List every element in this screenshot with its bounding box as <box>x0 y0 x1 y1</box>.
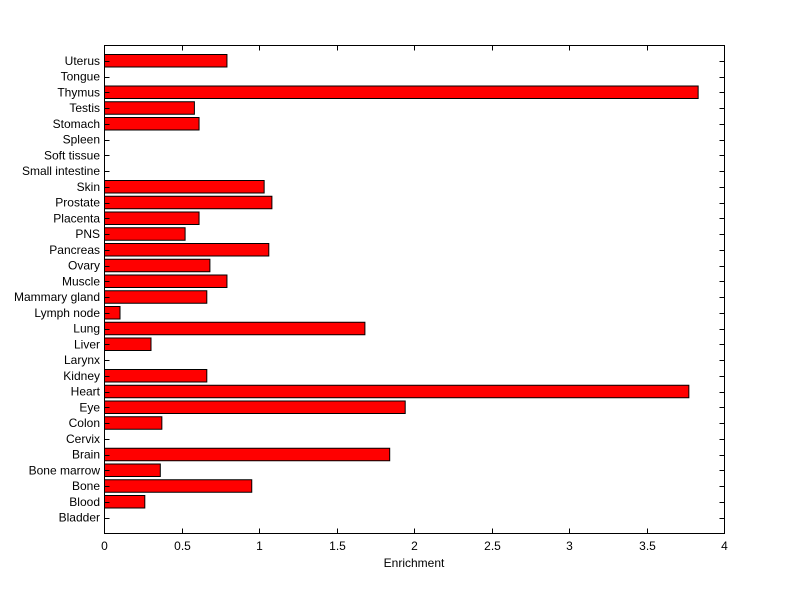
y-tick-label: Cervix <box>66 432 100 446</box>
y-tick-label: Thymus <box>57 85 100 99</box>
y-tick-label: Bone marrow <box>29 463 101 477</box>
y-tick-label: Stomach <box>53 117 100 131</box>
x-tick-label: 1.5 <box>329 539 346 553</box>
bar-thymus <box>104 85 699 99</box>
x-tick-label: 3 <box>566 539 573 553</box>
bar-mammary-gland <box>104 290 208 304</box>
x-tick-label: 0.5 <box>174 539 191 553</box>
y-tick-label: Kidney <box>63 369 100 383</box>
y-tick-label: Skin <box>77 180 100 194</box>
bar-kidney <box>104 369 208 383</box>
y-tick-label: Lung <box>73 322 100 336</box>
y-tick-label: Soft tissue <box>44 148 100 162</box>
y-tick-label: Prostate <box>55 196 100 210</box>
y-tick-label: PNS <box>75 227 100 241</box>
y-tick-label: Spleen <box>63 133 100 147</box>
bar-pns <box>104 227 186 241</box>
y-tick-label: Bladder <box>59 511 100 525</box>
bar-lymph-node <box>104 306 121 320</box>
y-tick-label: Mammary gland <box>14 290 100 304</box>
bar-ovary <box>104 258 211 273</box>
x-axis-label: Enrichment <box>384 556 445 570</box>
bar-pancreas <box>104 243 270 257</box>
bar-prostate <box>104 195 273 210</box>
y-tick-label: Larynx <box>64 353 100 367</box>
bars-group <box>104 54 699 509</box>
x-tick-label: 2.5 <box>484 539 501 553</box>
y-tick-label: Eye <box>79 400 100 414</box>
bar-testis <box>104 101 195 115</box>
bar-placenta <box>104 211 200 225</box>
bar-stomach <box>104 117 200 131</box>
y-tick-label: Uterus <box>65 54 100 68</box>
y-tick-label: Testis <box>69 101 100 115</box>
y-tick-label: Colon <box>69 416 100 430</box>
y-tick-label: Placenta <box>53 211 100 225</box>
x-tick-label: 3.5 <box>639 539 656 553</box>
bar-liver <box>104 337 152 351</box>
x-tick-label: 4 <box>721 539 728 553</box>
y-tick-label: Ovary <box>68 259 100 273</box>
x-tick-label: 2 <box>411 539 418 553</box>
y-tick-label: Heart <box>71 385 101 399</box>
bar-uterus <box>104 54 228 68</box>
y-tick-label: Brain <box>72 448 100 462</box>
bar-colon <box>104 416 163 430</box>
bar-brain <box>104 447 391 462</box>
bar-skin <box>104 180 265 194</box>
x-tick-label: 1 <box>256 539 263 553</box>
y-tick-label: Tongue <box>61 70 101 84</box>
bar-bone-marrow <box>104 463 161 477</box>
y-tick-label: Bone <box>72 479 100 493</box>
y-tick-label: Pancreas <box>49 243 100 257</box>
bar-muscle <box>104 274 228 288</box>
bar-eye <box>104 400 406 414</box>
y-tick-label: Small intestine <box>22 164 100 178</box>
y-tick-label: Blood <box>69 495 100 509</box>
bar-lung <box>104 321 366 336</box>
x-tick-label: 0 <box>101 539 108 553</box>
bar-blood <box>104 495 146 509</box>
plot-area-frame <box>104 45 725 534</box>
bar-bone <box>104 479 253 493</box>
bar-heart <box>104 384 690 399</box>
y-tick-label: Muscle <box>62 274 100 288</box>
y-tick-label: Lymph node <box>34 306 100 320</box>
y-tick-label: Liver <box>74 337 100 351</box>
x-ticks-group: 0 0.5 1 1.5 2 2.5 3 3.5 4 <box>101 45 728 553</box>
